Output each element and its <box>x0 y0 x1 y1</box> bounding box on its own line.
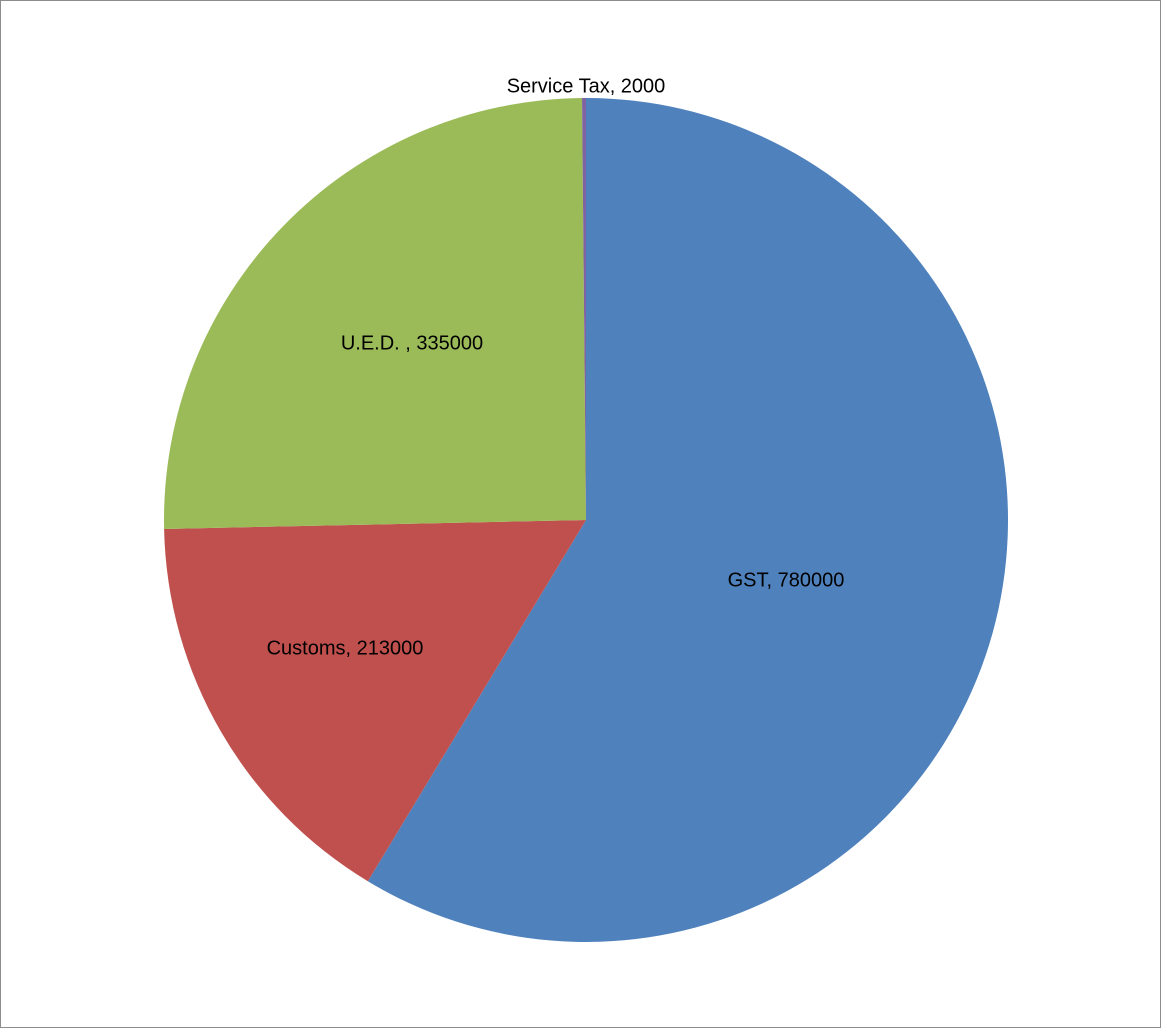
pie-data-labels: GST, 780000 Customs, 213000 U.E.D. , 33500… <box>267 75 845 659</box>
pie-slices <box>164 98 1008 942</box>
data-label-u-e-d: U.E.D. , 335000 <box>341 332 483 354</box>
data-label-service-tax: Service Tax, 2000 <box>507 75 666 97</box>
data-label-gst: GST, 780000 <box>728 569 845 591</box>
pie-slice-service-tax <box>582 98 586 520</box>
pie-slice-customs <box>164 520 587 882</box>
pie-slice-gst <box>367 98 1008 942</box>
data-label-customs: Customs, 213000 <box>267 637 424 659</box>
pie-slice-u-e-d <box>164 98 586 529</box>
